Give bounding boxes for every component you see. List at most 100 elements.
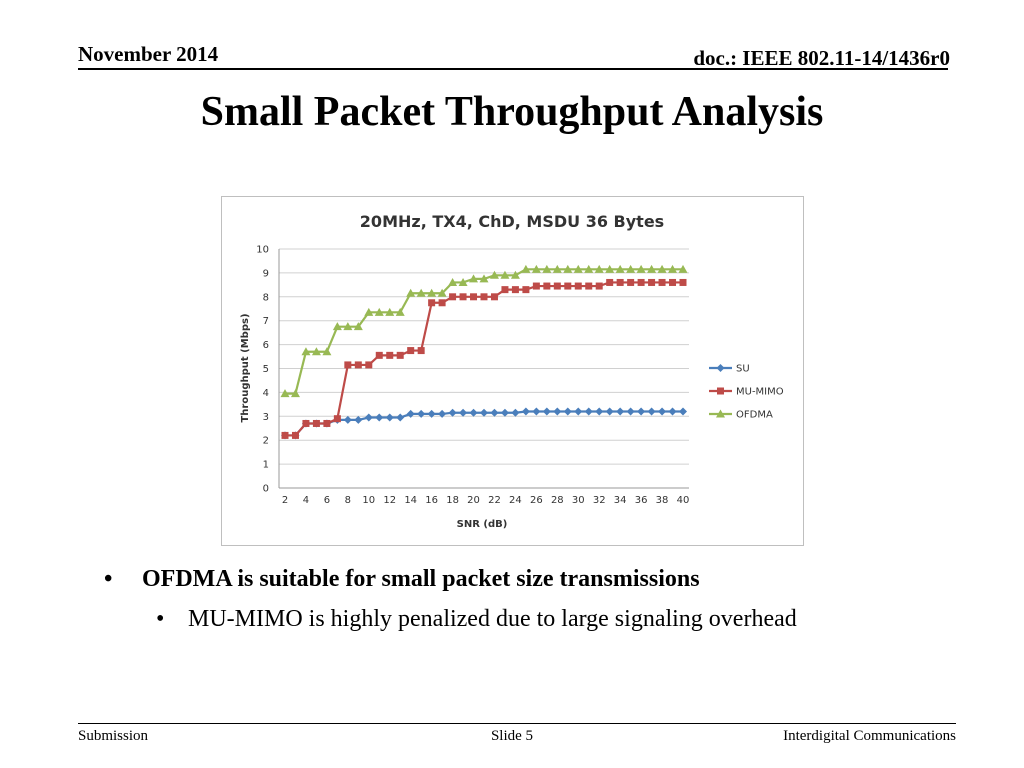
- chart-axes: [278, 249, 689, 489]
- data-point-su: [427, 409, 436, 418]
- y-tick-label: 4: [263, 388, 269, 399]
- data-point-su: [354, 415, 363, 424]
- data-point-su: [637, 407, 646, 416]
- data-point-ofdma: [500, 270, 510, 279]
- data-point-mu-mimo: [669, 278, 677, 286]
- data-point-mu-mimo: [616, 278, 624, 286]
- data-point-ofdma: [605, 264, 615, 273]
- footer-slide-number: Slide 5: [490, 728, 534, 744]
- data-point-mu-mimo: [354, 361, 362, 369]
- data-point-mu-mimo: [344, 361, 352, 369]
- y-axis-label: Throughput (Mbps): [240, 313, 251, 422]
- data-point-su: [532, 407, 541, 416]
- x-tick-label: 16: [425, 495, 438, 506]
- legend-item-ofdma: OFDMA: [709, 409, 773, 421]
- data-point-mu-mimo: [333, 415, 341, 423]
- data-point-ofdma: [374, 307, 384, 316]
- data-point-ofdma: [563, 264, 573, 273]
- bullet-marker-sub: •: [156, 606, 165, 632]
- data-point-ofdma: [647, 264, 657, 273]
- data-point-ofdma: [395, 307, 405, 316]
- data-point-mu-mimo: [459, 293, 467, 301]
- y-tick-label: 7: [263, 316, 269, 327]
- data-point-mu-mimo: [375, 351, 383, 359]
- y-tick-label: 2: [263, 436, 269, 447]
- data-point-ofdma: [668, 264, 678, 273]
- x-tick-label: 26: [530, 495, 543, 506]
- data-point-mu-mimo: [648, 278, 656, 286]
- data-point-ofdma: [448, 277, 458, 286]
- data-point-ofdma: [311, 347, 321, 356]
- data-point-ofdma: [552, 264, 562, 273]
- data-point-ofdma: [678, 264, 688, 273]
- x-tick-labels: 2 4 6 8 10 12 14 16 18 20 22 24 26 28 30 32 34 36 38 40: [282, 495, 690, 506]
- data-point-su: [668, 407, 677, 416]
- x-axis-label: SNR (dB): [457, 519, 508, 530]
- x-tick-label: 34: [614, 495, 627, 506]
- data-point-ofdma: [594, 264, 604, 273]
- data-point-ofdma: [427, 288, 437, 297]
- data-point-ofdma: [521, 264, 531, 273]
- data-point-mu-mimo: [323, 419, 331, 427]
- y-tick-label: 8: [263, 292, 269, 303]
- data-point-ofdma: [657, 264, 667, 273]
- bullet-level1: • OFDMA is suitable for small packet siz…: [96, 562, 976, 596]
- data-point-ofdma: [332, 322, 342, 331]
- legend-marker: [716, 409, 725, 418]
- y-tick-label: 3: [263, 412, 269, 423]
- data-point-su: [490, 408, 499, 417]
- legend-item-su: SU: [709, 364, 750, 375]
- data-point-ofdma: [343, 322, 353, 331]
- bullet-level2-text: MU-MIMO is highly penalized due to large…: [188, 606, 797, 632]
- data-point-su: [343, 415, 352, 424]
- data-point-ofdma: [626, 264, 636, 273]
- data-point-mu-mimo: [407, 347, 415, 355]
- data-point-mu-mimo: [679, 278, 687, 286]
- x-tick-label: 12: [383, 495, 396, 506]
- data-point-ofdma: [280, 389, 290, 398]
- data-point-su: [616, 407, 625, 416]
- y-tick-labels: 0 1 2 3 4 5 6 7 8 9 10: [256, 245, 269, 495]
- x-tick-label: 40: [677, 495, 690, 506]
- y-tick-label: 0: [263, 484, 269, 495]
- data-point-su: [438, 409, 447, 418]
- data-point-su: [375, 413, 384, 422]
- data-point-su: [647, 407, 656, 416]
- data-point-su: [542, 407, 551, 416]
- x-tick-label: 18: [446, 495, 459, 506]
- data-point-mu-mimo: [302, 419, 310, 427]
- data-point-mu-mimo: [449, 293, 457, 301]
- data-point-su: [511, 408, 520, 417]
- data-point-ofdma: [584, 264, 594, 273]
- y-tick-label: 6: [263, 340, 269, 351]
- x-tick-label: 30: [572, 495, 585, 506]
- legend-label: MU-MIMO: [736, 387, 784, 398]
- bullet-list: • OFDMA is suitable for small packet siz…: [96, 562, 976, 636]
- bullet-level2: • MU-MIMO is highly penalized due to lar…: [96, 602, 976, 636]
- legend-marker: [717, 387, 724, 395]
- data-point-su: [595, 407, 604, 416]
- x-tick-label: 28: [551, 495, 564, 506]
- data-point-su: [480, 408, 488, 417]
- data-point-mu-mimo: [553, 282, 561, 290]
- data-point-su: [658, 407, 667, 416]
- y-tick-label: 1: [263, 460, 269, 471]
- x-tick-label: 4: [303, 495, 309, 506]
- data-point-mu-mimo: [595, 282, 603, 290]
- data-point-mu-mimo: [438, 299, 446, 307]
- chart-title: 20MHz, TX4, ChD, MSDU 36 Bytes: [360, 212, 664, 231]
- data-point-ofdma: [385, 307, 395, 316]
- data-point-su: [469, 408, 478, 417]
- y-tick-label: 5: [263, 364, 269, 375]
- legend-marker: [716, 364, 725, 372]
- x-tick-label: 24: [509, 495, 522, 506]
- x-tick-label: 32: [593, 495, 606, 506]
- data-point-mu-mimo: [564, 282, 572, 290]
- series-mu-mimo: [281, 278, 687, 439]
- chart-legend: SU MU-MIMO OFDMA: [709, 364, 784, 421]
- data-point-su: [385, 413, 394, 422]
- data-point-ofdma: [301, 347, 311, 356]
- data-point-su: [364, 413, 373, 422]
- data-point-su: [563, 407, 572, 416]
